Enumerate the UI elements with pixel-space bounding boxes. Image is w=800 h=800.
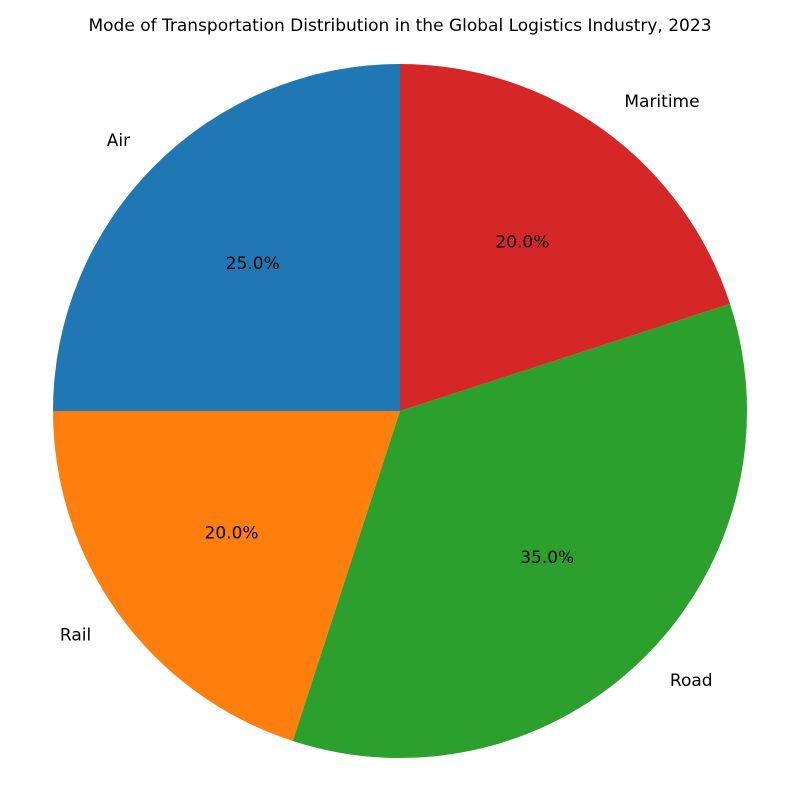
slice-percent-air: 25.0% — [226, 254, 280, 274]
slice-label-air: Air — [107, 131, 130, 151]
pie-slice-air — [53, 64, 400, 411]
pie-slice-maritime — [400, 63, 731, 411]
pie-slice-rail — [53, 411, 400, 742]
slice-percent-maritime: 20.0% — [495, 233, 549, 253]
pie-slice-road — [292, 303, 748, 759]
slice-label-rail: Rail — [60, 625, 91, 645]
slice-label-road: Road — [670, 671, 713, 691]
slice-label-maritime: Maritime — [624, 92, 699, 112]
pie-slices — [53, 63, 748, 759]
pie-labels: Air 25.0% Rail 20.0% Road 35.0% Maritime 20.0% — [60, 92, 713, 691]
slice-percent-road: 35.0% — [520, 548, 574, 568]
chart-title: Mode of Transportation Distribution in t… — [88, 16, 712, 36]
slice-percent-rail: 20.0% — [205, 523, 259, 543]
